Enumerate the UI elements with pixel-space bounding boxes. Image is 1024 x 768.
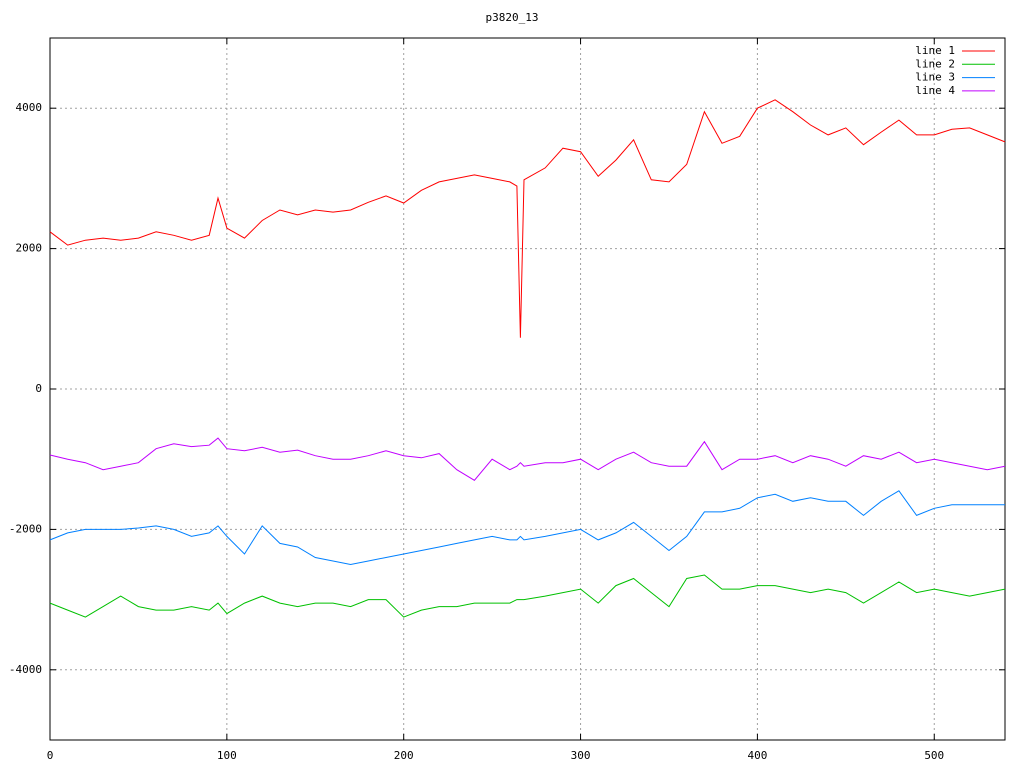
data-line <box>49 490 1005 566</box>
x-tick-label: 100 <box>217 749 237 762</box>
data-line <box>49 99 1006 338</box>
x-tick-label: 0 <box>47 749 54 762</box>
x-tick-label: 500 <box>924 749 944 762</box>
y-tick-label: -4000 <box>9 663 42 676</box>
data-line <box>49 437 1006 481</box>
plot-border <box>49 37 1006 741</box>
data-line <box>49 574 1006 618</box>
x-tick-label: 300 <box>571 749 591 762</box>
legend-label: line 4 <box>915 84 955 97</box>
legend-label: line 2 <box>915 57 955 70</box>
y-tick-label: 2000 <box>16 242 43 255</box>
y-tick-label: 4000 <box>16 101 43 114</box>
y-tick-label: 0 <box>35 382 42 395</box>
legend-label: line 1 <box>915 44 955 57</box>
chart-title: p3820_13 <box>486 11 539 24</box>
x-tick-label: 400 <box>747 749 767 762</box>
y-tick-label: -2000 <box>9 522 42 535</box>
x-tick-label: 200 <box>394 749 414 762</box>
legend-label: line 3 <box>915 71 955 84</box>
